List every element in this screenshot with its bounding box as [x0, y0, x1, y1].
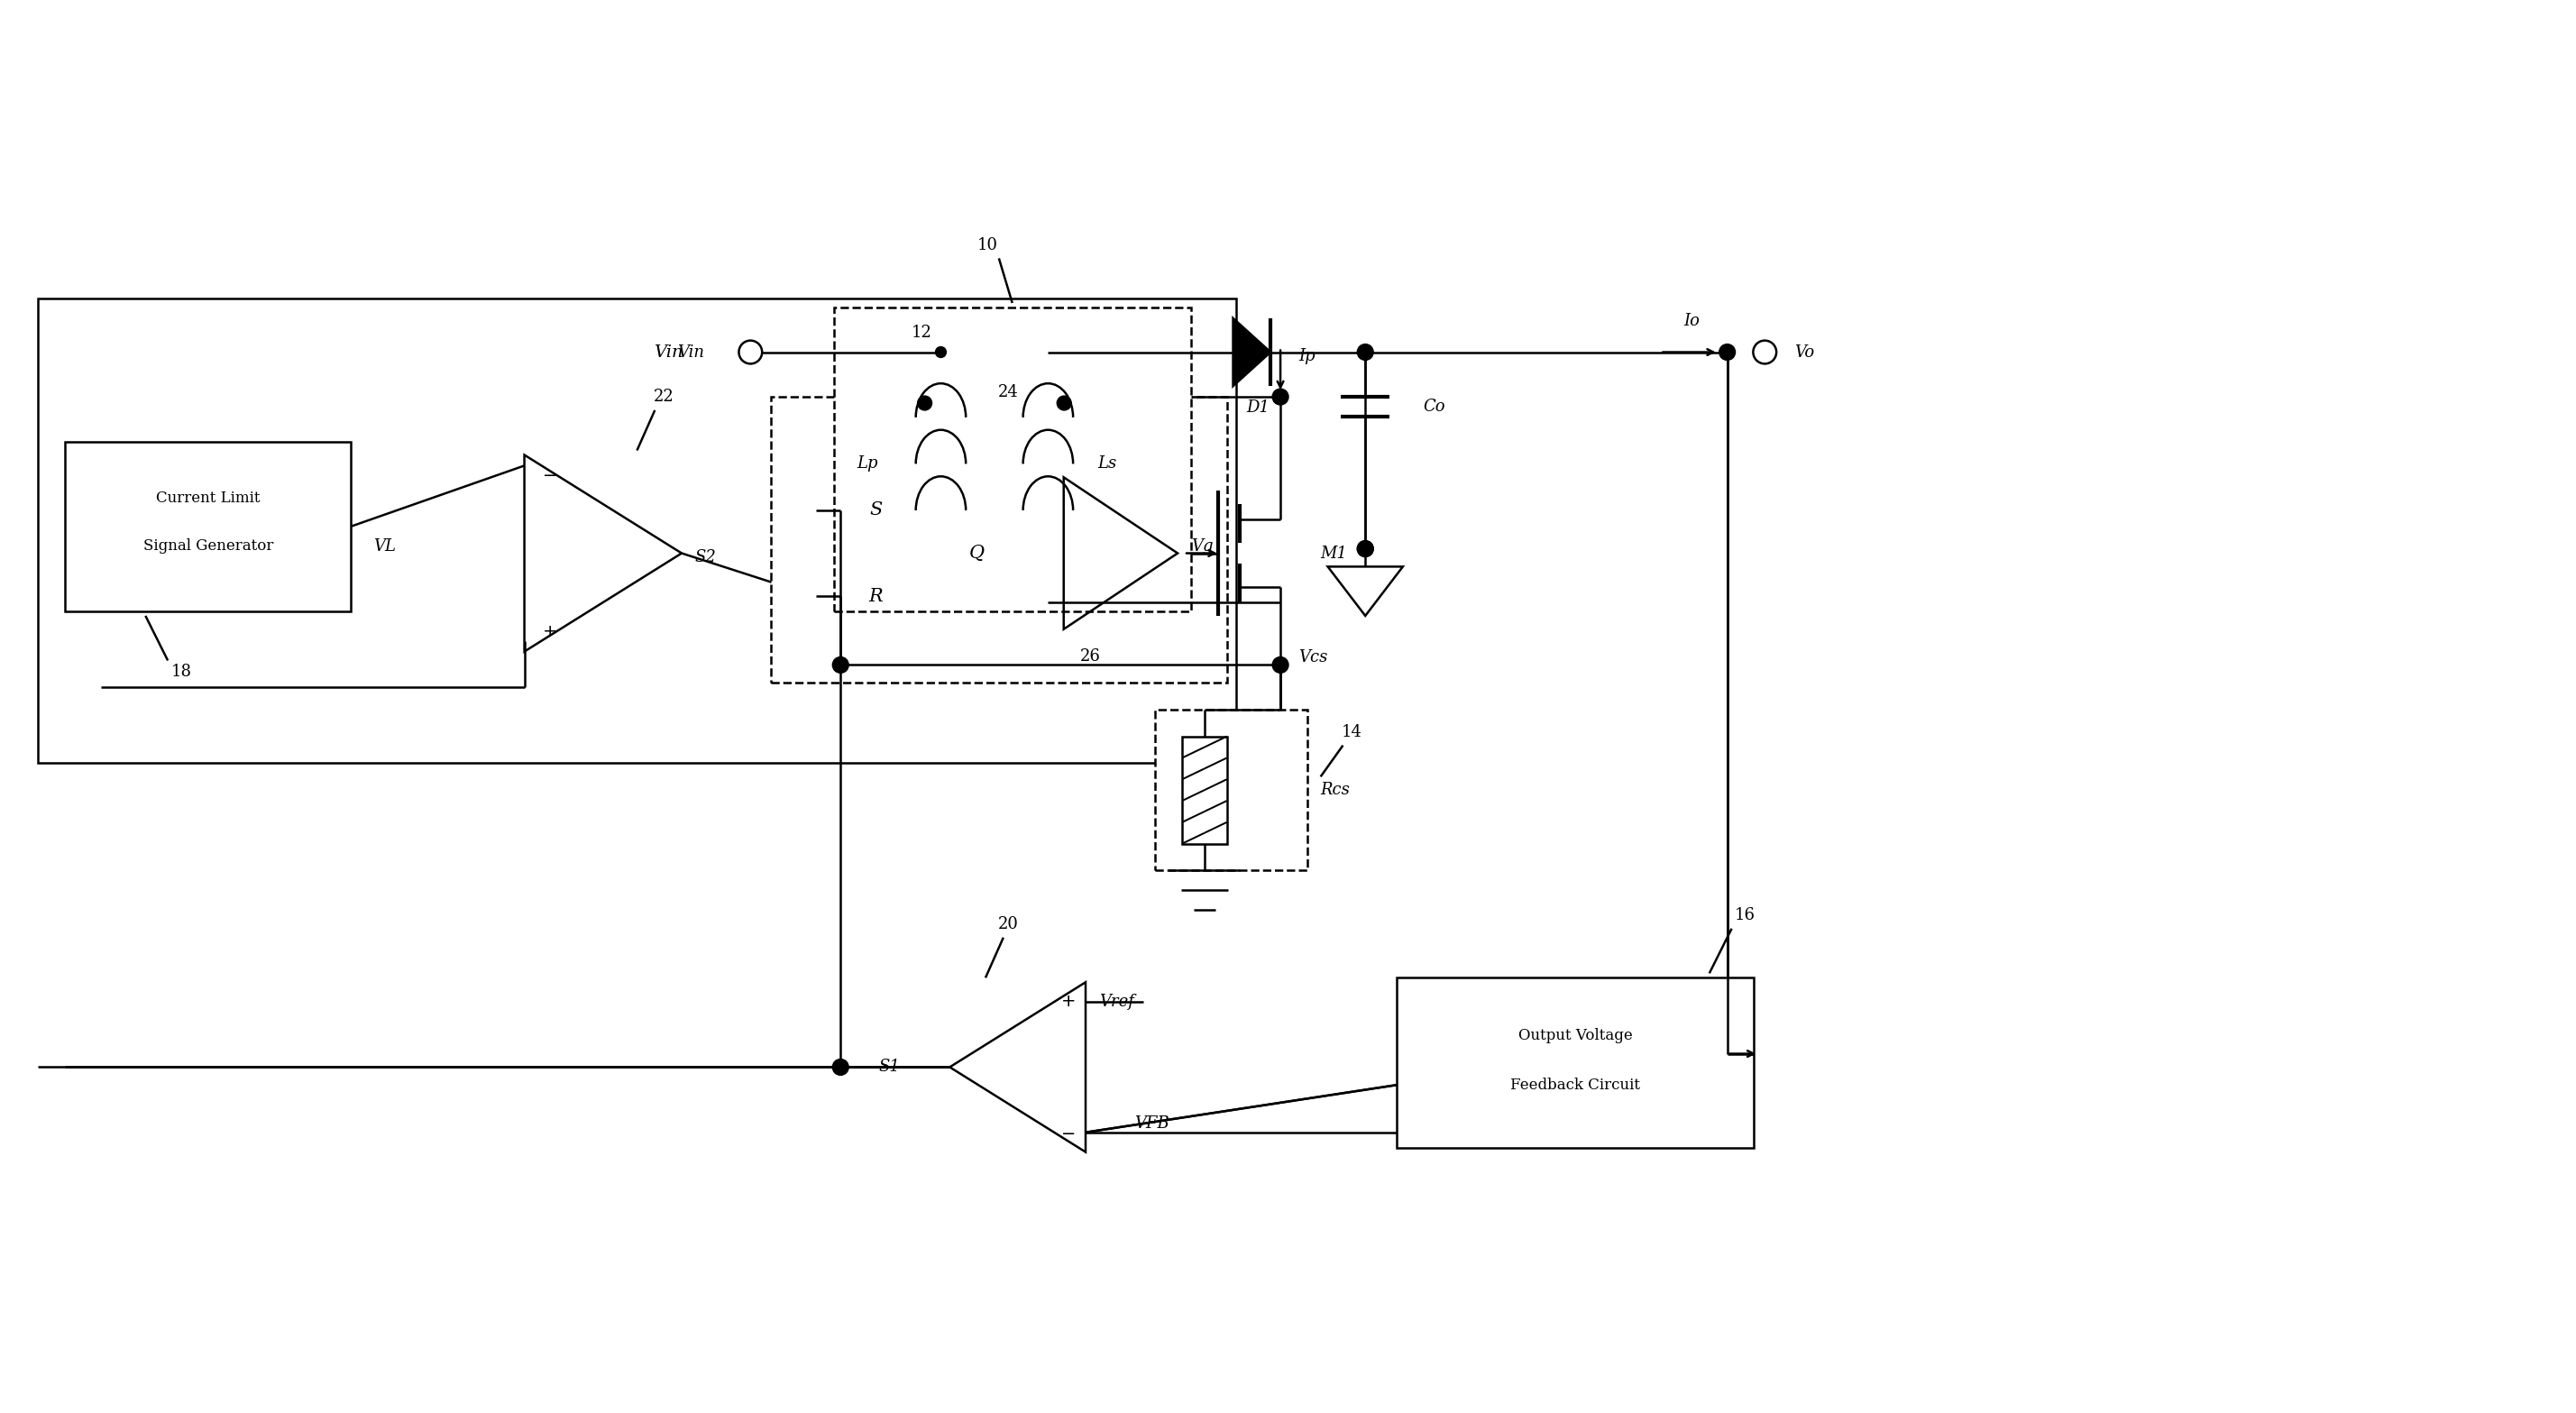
Circle shape	[832, 657, 848, 673]
Text: D1: D1	[1247, 400, 1270, 415]
Text: $+$: $+$	[1061, 993, 1074, 1010]
Text: 26: 26	[1079, 649, 1100, 664]
Text: Co: Co	[1425, 398, 1445, 415]
Bar	[64, 441, 350, 612]
Text: VFB: VFB	[1136, 1115, 1170, 1132]
Circle shape	[1056, 396, 1072, 410]
Circle shape	[1358, 541, 1373, 557]
Text: Ip: Ip	[1298, 349, 1316, 365]
Circle shape	[1273, 657, 1288, 673]
Bar	[39, 298, 1236, 763]
Circle shape	[1718, 345, 1736, 360]
Bar	[1396, 978, 1754, 1147]
Text: 24: 24	[997, 384, 1018, 400]
Text: 18: 18	[170, 664, 191, 680]
Circle shape	[1358, 541, 1373, 557]
Text: 20: 20	[997, 916, 1018, 933]
Text: $-$: $-$	[1061, 1125, 1074, 1140]
Text: Ls: Ls	[1097, 456, 1115, 472]
Text: S: S	[868, 502, 881, 519]
Text: Q: Q	[969, 544, 984, 562]
Text: Rcs: Rcs	[1321, 781, 1350, 798]
Text: Signal Generator: Signal Generator	[142, 538, 273, 554]
Text: Current Limit: Current Limit	[157, 490, 260, 506]
Bar	[1182, 736, 1226, 844]
Text: Vref: Vref	[1100, 993, 1133, 1010]
Circle shape	[1273, 389, 1288, 406]
Text: Feedback Circuit: Feedback Circuit	[1510, 1077, 1641, 1092]
Text: Io: Io	[1682, 312, 1700, 329]
Text: Vin: Vin	[677, 343, 703, 360]
Text: S2: S2	[696, 550, 716, 565]
Bar	[770, 397, 1226, 682]
Text: Output Voltage: Output Voltage	[1517, 1029, 1633, 1044]
Text: Vin: Vin	[654, 343, 683, 360]
Text: 10: 10	[976, 237, 997, 253]
Text: 14: 14	[1342, 723, 1363, 740]
Text: Vcs: Vcs	[1298, 650, 1327, 666]
Circle shape	[832, 1060, 848, 1075]
Bar	[1154, 709, 1306, 870]
Circle shape	[935, 346, 945, 357]
Circle shape	[917, 396, 933, 410]
Text: M1: M1	[1321, 545, 1347, 561]
Bar	[835, 308, 1190, 612]
Text: 22: 22	[654, 389, 675, 406]
Text: Vo: Vo	[1795, 343, 1814, 360]
Text: 12: 12	[912, 325, 933, 341]
Text: Lp: Lp	[858, 456, 878, 472]
Text: $-$: $-$	[541, 466, 556, 483]
Circle shape	[1358, 345, 1373, 360]
Text: S1: S1	[878, 1058, 902, 1075]
Text: Vg: Vg	[1190, 538, 1213, 554]
Text: VL: VL	[374, 538, 397, 554]
Text: 16: 16	[1734, 907, 1754, 923]
Text: $+$: $+$	[541, 623, 556, 640]
Text: R: R	[868, 588, 884, 605]
Polygon shape	[1234, 318, 1270, 386]
Bar	[817, 455, 1030, 651]
